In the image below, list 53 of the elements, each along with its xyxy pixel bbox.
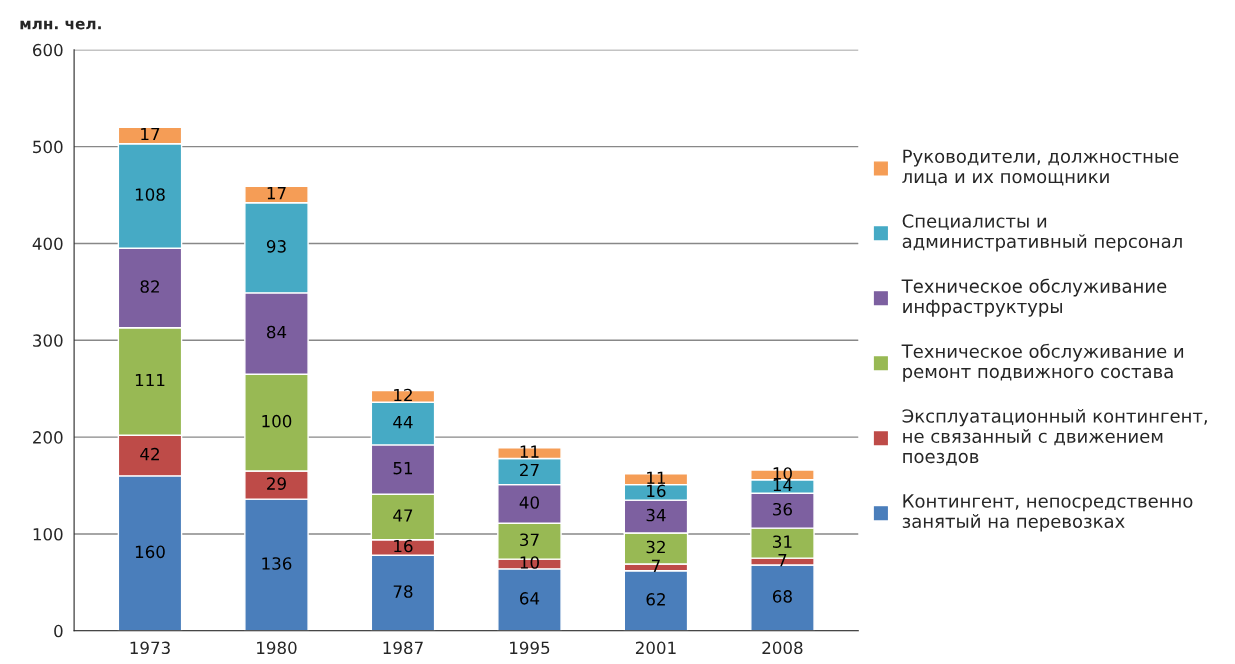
y-tick-label: 600 (33, 43, 63, 57)
x-tick-label: 1973 (130, 641, 170, 655)
data-label: 42 (140, 447, 159, 461)
y-tick-label: 100 (33, 527, 63, 541)
legend-label: Эксплуатационный контингент, не связанный с движением поездов (902, 408, 1207, 466)
data-label: 160 (135, 545, 165, 559)
legend-label: Специалисты и административный персонал (902, 214, 1182, 252)
legend-label: Техническое обслуживание инфраструктуры (901, 278, 1167, 317)
x-tick-label: 1980 (257, 641, 297, 655)
data-label: 16 (394, 539, 413, 553)
x-tick-label: 1987 (383, 641, 423, 655)
y-tick-label: 0 (54, 624, 63, 638)
data-label: 78 (393, 585, 413, 598)
data-label: 11 (647, 471, 666, 484)
data-label: 36 (773, 502, 792, 516)
data-label: 100 (262, 414, 292, 428)
data-label: 51 (393, 462, 413, 475)
data-label: 68 (772, 590, 792, 603)
data-label: 62 (646, 593, 665, 606)
data-label: 84 (267, 325, 287, 339)
data-label: 17 (267, 187, 286, 200)
data-label: 136 (262, 557, 292, 570)
data-label: 93 (266, 240, 286, 253)
data-label: 27 (520, 463, 539, 477)
y-tick-label: 400 (32, 237, 63, 251)
x-tick-label: 2008 (762, 641, 803, 655)
data-label: 40 (519, 496, 539, 509)
data-label: 12 (394, 388, 412, 402)
y-axis-title: млн. чел. (20, 20, 101, 30)
x-tick-label: 2001 (635, 641, 676, 655)
data-label: 14 (773, 478, 793, 492)
data-label: 16 (647, 484, 666, 498)
legend-label: Техническое обслуживание и ремонт подвижного состава (901, 343, 1184, 382)
data-label: 37 (520, 533, 539, 547)
data-label: 64 (520, 592, 540, 605)
y-tick-label: 200 (33, 431, 63, 444)
data-label: 34 (646, 508, 666, 522)
y-tick-label: 300 (33, 334, 63, 347)
data-label: 31 (773, 535, 792, 548)
data-label: 10 (773, 467, 792, 480)
data-label: 44 (393, 416, 413, 429)
x-tick-label: 1995 (510, 641, 550, 655)
data-label: 47 (393, 509, 413, 522)
legend-label: Контингент, непосредственно занятый на перевозках (902, 494, 1193, 532)
data-label: 111 (135, 373, 165, 387)
data-label: 29 (267, 477, 286, 490)
legend-label: Руководители, должностные лица и их помощники (902, 149, 1179, 186)
data-label: 108 (135, 188, 165, 201)
data-label: 82 (140, 280, 159, 293)
data-label: 11 (520, 445, 539, 458)
y-tick-label: 500 (33, 140, 63, 154)
data-label: 32 (646, 540, 665, 554)
data-label: 17 (141, 127, 160, 141)
